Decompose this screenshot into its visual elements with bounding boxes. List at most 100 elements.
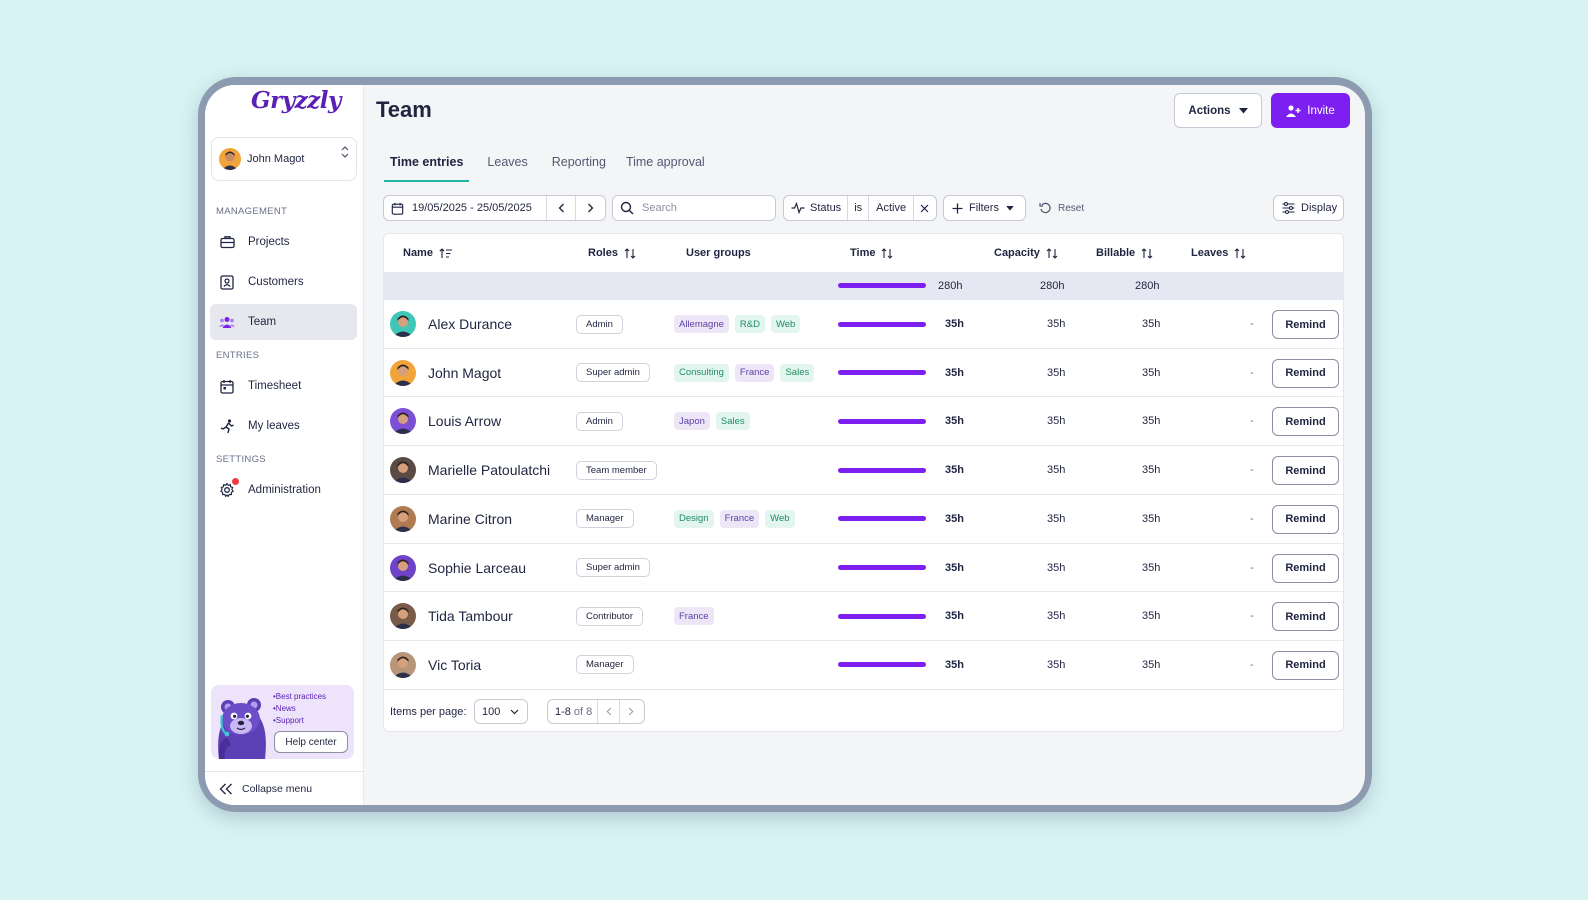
- name-cell: Vic Toria: [390, 641, 481, 689]
- actions-button[interactable]: Actions: [1174, 93, 1262, 128]
- help-link-best-practices[interactable]: •Best practices: [273, 692, 327, 701]
- table-row[interactable]: Sophie Larceau Super admin 35h 35h 35h -…: [384, 542, 1343, 592]
- sidebar-item-administration[interactable]: Administration: [210, 472, 357, 508]
- chevron-right-icon: [587, 203, 593, 213]
- leaves-value: -: [1250, 658, 1254, 671]
- table-row[interactable]: John Magot Super admin Consulting France S…: [384, 347, 1343, 397]
- person-name[interactable]: Tida Tambour: [428, 608, 513, 625]
- previous-week-button[interactable]: [547, 203, 575, 213]
- remind-button[interactable]: Remind: [1272, 456, 1339, 486]
- plus-icon: [952, 203, 963, 213]
- time-bar: [838, 446, 926, 494]
- double-chevron-left-icon: [219, 783, 232, 794]
- remind-button[interactable]: Remind: [1272, 407, 1339, 437]
- column-header-roles[interactable]: Roles: [588, 247, 636, 259]
- column-header-capacity[interactable]: Capacity: [994, 247, 1058, 259]
- sidebar-item-customers[interactable]: Customers: [210, 264, 357, 300]
- person-name[interactable]: Vic Toria: [428, 656, 482, 673]
- table-row[interactable]: Louis Arrow Admin Japon Sales 35h 35h 35h…: [384, 396, 1343, 445]
- items-per-page-select[interactable]: 100: [474, 699, 528, 724]
- person-name[interactable]: Marielle Patoulatchi: [428, 462, 551, 479]
- role-cell: Super admin: [576, 544, 650, 592]
- help-link-support[interactable]: •Support: [273, 716, 304, 725]
- remind-button[interactable]: Remind: [1272, 650, 1339, 680]
- collapse-menu-button[interactable]: Collapse menu: [205, 771, 364, 805]
- sidebar-item-team[interactable]: Team: [210, 304, 357, 340]
- page-range: 1-8: [555, 705, 571, 718]
- table-row[interactable]: Vic Toria Manager 35h 35h 35h - Remind: [384, 639, 1343, 689]
- role-badge: Team member: [576, 460, 657, 480]
- page-total: of 8: [573, 705, 593, 718]
- chevron-updown-icon: [341, 146, 349, 158]
- remind-button[interactable]: Remind: [1272, 310, 1339, 339]
- status-filter-chip[interactable]: Status is Active: [783, 195, 937, 221]
- column-header-time[interactable]: Time: [850, 247, 893, 259]
- table-row[interactable]: Tida Tambour Contributor France 35h 35h …: [384, 591, 1343, 640]
- tab-time-entries[interactable]: Time entries: [384, 155, 470, 182]
- leaves-value: -: [1250, 610, 1254, 623]
- remind-button[interactable]: Remind: [1272, 553, 1339, 583]
- chevron-left-icon: [606, 707, 611, 716]
- search-input[interactable]: Search: [642, 202, 677, 214]
- app-logo[interactable]: Gryzzly: [251, 87, 341, 114]
- table-row[interactable]: Alex Durance Admin Allemagne R&D Web 35h 3…: [384, 299, 1343, 348]
- user-groups-cell: France: [674, 592, 714, 640]
- avatar: [219, 148, 241, 170]
- tab-leaves[interactable]: Leaves: [487, 155, 528, 169]
- person-name[interactable]: Alex Durance: [428, 316, 513, 332]
- date-range-value[interactable]: 19/05/2025 - 25/05/2025: [412, 202, 532, 214]
- tab-reporting[interactable]: Reporting: [551, 155, 606, 169]
- column-header-billable[interactable]: Billable: [1096, 247, 1153, 259]
- user-groups-cell: Allemagne R&D Web: [674, 300, 801, 348]
- remove-filter-button[interactable]: [914, 204, 934, 213]
- chevron-right-icon: [628, 707, 634, 716]
- person-name[interactable]: John Magot: [428, 364, 502, 381]
- next-page-button[interactable]: [620, 707, 641, 716]
- role-badge: Manager: [576, 655, 634, 675]
- remind-button[interactable]: Remind: [1272, 504, 1339, 534]
- person-name[interactable]: Louis Arrow: [428, 413, 502, 430]
- sidebar-item-my-leaves[interactable]: My leaves: [210, 408, 357, 444]
- remind-button[interactable]: Remind: [1272, 358, 1339, 388]
- invite-button[interactable]: Invite: [1271, 93, 1350, 128]
- sidebar-item-projects[interactable]: Projects: [210, 224, 357, 260]
- user-group-tag: Web: [770, 315, 801, 333]
- column-header-name[interactable]: Name: [403, 247, 453, 259]
- help-card: •Best practices •News •Support Help cent…: [211, 685, 354, 759]
- sidebar-item-label: Projects: [248, 236, 290, 248]
- billable-value: 35h: [1142, 366, 1161, 379]
- time-bar: [838, 641, 926, 689]
- column-header-leaves[interactable]: Leaves: [1191, 247, 1246, 259]
- time-value: 35h: [945, 610, 964, 623]
- capacity-value: 35h: [1047, 464, 1066, 477]
- capacity-value: 35h: [1047, 512, 1066, 525]
- remind-button[interactable]: Remind: [1272, 602, 1339, 632]
- person-name[interactable]: Marine Citron: [428, 510, 513, 527]
- sidebar-item-timesheet[interactable]: Timesheet: [210, 368, 357, 404]
- time-progress-bar: [838, 321, 926, 327]
- help-center-button[interactable]: Help center: [274, 731, 348, 753]
- help-link-news[interactable]: •News: [273, 704, 296, 713]
- previous-page-button[interactable]: [598, 707, 619, 716]
- table-row[interactable]: Marine Citron Manager Design France Web 35…: [384, 493, 1343, 543]
- search-field[interactable]: Search: [612, 195, 776, 221]
- table-row[interactable]: Marielle Patoulatchi Team member 35h 35h…: [384, 445, 1343, 494]
- reset-button[interactable]: Reset: [1039, 195, 1084, 221]
- name-cell: Marielle Patoulatchi: [390, 446, 550, 494]
- calendar-icon: [218, 377, 236, 395]
- display-button[interactable]: Display: [1273, 195, 1344, 221]
- tab-time-approval[interactable]: Time approval: [625, 155, 705, 169]
- user-switcher[interactable]: John Magot: [211, 137, 357, 181]
- user-group-tag: Consulting: [674, 363, 729, 382]
- avatar: [390, 651, 416, 678]
- calendar-icon[interactable]: [391, 202, 404, 215]
- person-name[interactable]: Sophie Larceau: [428, 559, 527, 576]
- sort-icon: [624, 247, 636, 259]
- name-cell: Tida Tambour: [390, 592, 513, 640]
- time-bar: [838, 495, 926, 543]
- next-week-button[interactable]: [576, 203, 604, 213]
- date-range-picker: 19/05/2025 - 25/05/2025: [383, 195, 606, 221]
- time-value: 35h: [945, 561, 964, 574]
- time-value: 35h: [945, 464, 964, 477]
- filters-button[interactable]: Filters: [943, 195, 1026, 221]
